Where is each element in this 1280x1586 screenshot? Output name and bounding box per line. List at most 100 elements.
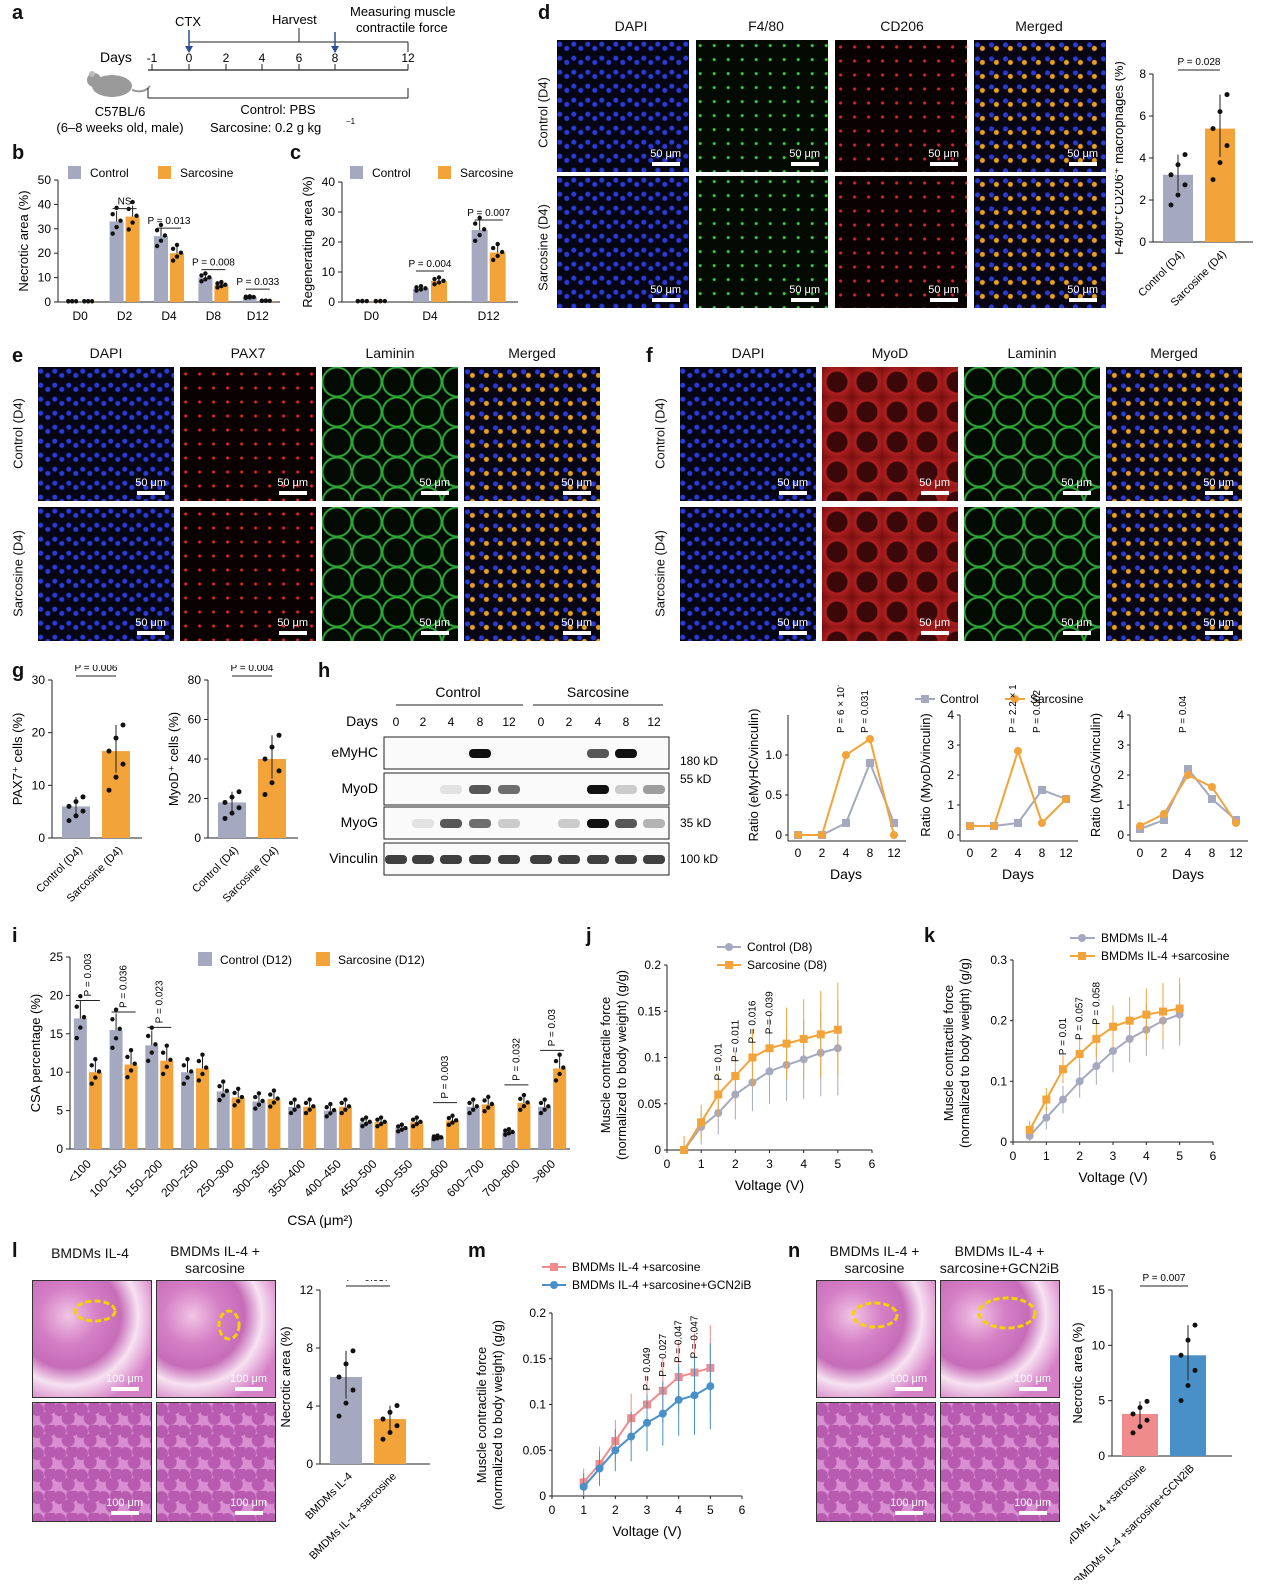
x-tick-label: 2 xyxy=(1161,846,1168,860)
data-point xyxy=(438,1135,444,1140)
band xyxy=(643,785,665,794)
data-point xyxy=(418,284,424,289)
f-micrograph: 50 μm xyxy=(964,367,1100,501)
data-point xyxy=(253,1094,258,1100)
y-tick-label: 5 xyxy=(56,1104,63,1118)
x-tick-label: 1 xyxy=(1043,1149,1050,1163)
x-tick-label: 8 xyxy=(1039,846,1046,860)
bar xyxy=(109,221,124,302)
data-point xyxy=(525,1100,530,1105)
data-point xyxy=(355,298,361,304)
bar xyxy=(338,1106,352,1149)
timeline-tick-label: 8 xyxy=(332,51,339,65)
data-point xyxy=(489,1101,495,1107)
data-point xyxy=(215,281,220,286)
y-tick-label: 25 xyxy=(50,950,64,964)
data-point xyxy=(1208,795,1216,803)
timeline-tick-label: 0 xyxy=(186,51,193,65)
legend-sarcosine: BMDMs IL-4 +sarcosine xyxy=(1101,949,1230,963)
data-point xyxy=(268,1104,273,1109)
data-point xyxy=(346,1104,352,1109)
data-point xyxy=(477,215,482,220)
bar xyxy=(517,1102,531,1149)
data-point xyxy=(1192,1322,1198,1328)
p-value: P = 0.037 xyxy=(347,1280,390,1284)
data-point xyxy=(538,1100,544,1106)
data-point xyxy=(70,298,75,304)
y-tick-label: 3 xyxy=(1117,738,1124,752)
data-point xyxy=(217,1084,222,1089)
scale-bar: 50 μm xyxy=(777,617,808,635)
data-point xyxy=(307,1107,312,1112)
p-value: P = 0.047 xyxy=(674,1320,685,1363)
y-tick-label: 0.1 xyxy=(529,1398,546,1412)
legend-marker xyxy=(550,1263,558,1271)
y-tick-label: 8 xyxy=(306,1341,313,1355)
timeline-tick-label: 12 xyxy=(401,51,415,65)
data-point xyxy=(1042,1095,1051,1104)
data-point xyxy=(375,1123,380,1129)
data-point xyxy=(118,218,123,223)
data-point xyxy=(441,278,446,283)
data-point xyxy=(199,273,204,278)
y-axis-label: F4/80⁺CD206⁺ macrophages (%) xyxy=(1115,61,1126,255)
data-point xyxy=(110,1017,115,1022)
measuring-label: Measuring muscle xyxy=(350,4,456,19)
data-point xyxy=(363,1121,369,1127)
band xyxy=(587,749,609,758)
scale-bar: 50 μm xyxy=(919,477,950,495)
p-value: P = 0.03 xyxy=(547,1009,558,1047)
d-micrograph: 50 μm xyxy=(974,40,1106,172)
panel-label-d: d xyxy=(538,2,551,24)
y-tick-label: 30 xyxy=(32,673,46,687)
timeline-tick-label: -1 xyxy=(147,51,158,65)
y-tick-label: 10 xyxy=(38,271,52,285)
x-tick-label: 500–550 xyxy=(372,1157,415,1200)
data-point xyxy=(200,1052,205,1057)
data-point xyxy=(125,1074,130,1080)
data-point xyxy=(222,815,228,821)
d-micrograph: 50 μm xyxy=(974,176,1106,308)
y-tick-label: 15 xyxy=(1092,1283,1106,1297)
data-point xyxy=(66,803,72,809)
legend-sarcosine-marker xyxy=(1011,695,1019,703)
y-tick-label: 2 xyxy=(1139,193,1146,207)
data-point xyxy=(1159,1007,1167,1016)
data-point xyxy=(82,299,87,304)
series-line xyxy=(683,1047,839,1151)
y-tick-label: 0.05 xyxy=(523,1443,547,1457)
data-point xyxy=(446,1115,452,1121)
lane-label: 8 xyxy=(477,715,484,729)
y-tick-label: 20 xyxy=(188,792,202,806)
y-axis-label: Ratio (MyoG/vinculin) xyxy=(1088,713,1103,837)
data-point xyxy=(414,1115,419,1120)
data-point xyxy=(378,1115,384,1120)
data-point xyxy=(394,1403,400,1409)
data-point xyxy=(1144,1417,1150,1423)
data-point xyxy=(782,1039,791,1048)
data-point xyxy=(360,1123,365,1129)
scale-bar: 100 μm xyxy=(890,1373,927,1391)
x-tick-label: 8 xyxy=(867,846,874,860)
p-value: P = 0.023 xyxy=(154,980,165,1023)
e-micrograph: 50 μm xyxy=(38,367,174,501)
x-axis-label: Voltage (V) xyxy=(735,1177,804,1193)
data-point xyxy=(110,1045,115,1051)
data-point xyxy=(110,231,115,236)
data-point xyxy=(203,271,208,276)
data-point xyxy=(185,1075,190,1080)
data-point xyxy=(1109,1047,1117,1055)
legend-swatch-control xyxy=(350,166,363,179)
data-point xyxy=(866,759,874,767)
p-value: P = 0.033 xyxy=(236,277,279,288)
data-point xyxy=(643,1418,651,1427)
n-he-image-3: 100 μm xyxy=(816,1402,936,1522)
data-point xyxy=(324,1104,329,1110)
bar xyxy=(288,1106,302,1149)
x-tick-label: 4 xyxy=(1015,846,1022,860)
p-value: P = 0.01 xyxy=(713,1043,724,1081)
p-value: P = 0.004 xyxy=(231,665,274,674)
y-axis-label: (normalized to body weight) (g/g) xyxy=(957,958,972,1148)
data-point xyxy=(794,831,802,839)
